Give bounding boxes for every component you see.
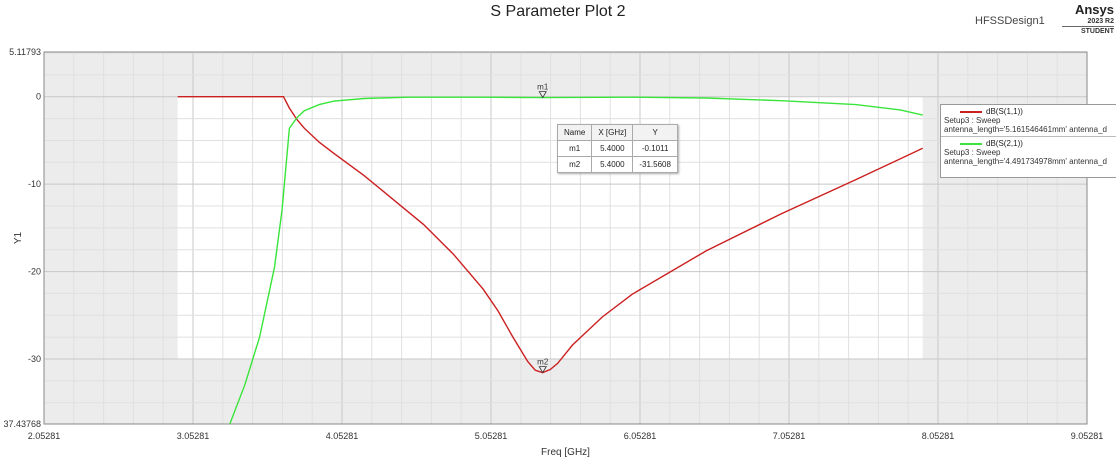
marker-table-header: Name	[556, 124, 593, 141]
marker-name-cell: m1	[556, 140, 593, 157]
marker-table[interactable]: Name X [GHz] Y m1 5.4000 -0.1011 m2 5.40…	[556, 124, 678, 173]
plot-border	[43, 51, 1088, 425]
marker-name-cell: m2	[556, 156, 593, 173]
brand-edition: STUDENT	[1080, 28, 1114, 35]
legend-entry-s21[interactable]: dB(S(2,1)) Setup3 : Sweep antenna_length…	[941, 136, 1116, 168]
brand-version: 2023 R2	[1062, 17, 1114, 27]
legend-params: antenna_length='4.491734978mm' antenna_d	[944, 157, 1107, 166]
legend-setup: Setup3 : Sweep	[944, 116, 1001, 125]
legend-setup: Setup3 : Sweep	[944, 148, 1001, 157]
marker-x-cell: 5.4000	[591, 140, 634, 157]
legend-series-name: dB(S(1,1))	[986, 107, 1023, 116]
marker-y-cell: -31.5608	[632, 156, 678, 173]
y-tick-label: -10	[28, 179, 41, 189]
y-axis-label: Y1	[13, 231, 24, 244]
design-name: HFSSDesign1	[975, 15, 1045, 27]
x-tick-label: 4.05281	[326, 431, 359, 441]
x-tick-label: 7.05281	[773, 431, 806, 441]
marker-m2-symbol	[538, 366, 547, 374]
legend[interactable]: dB(S(1,1)) Setup3 : Sweep antenna_length…	[940, 104, 1116, 178]
x-tick-label: 8.05281	[922, 431, 955, 441]
brand-name: Ansys	[1074, 2, 1114, 17]
x-tick-label: 9.05281	[1071, 431, 1104, 441]
y-tick-label: 37.43768	[3, 419, 41, 429]
legend-swatch-s21	[960, 142, 982, 145]
marker-y-cell: -0.1011	[632, 140, 678, 157]
y-tick-label: -20	[28, 267, 41, 277]
marker-table-row: m1 5.4000 -0.1011	[556, 140, 678, 157]
x-tick-label: 6.05281	[624, 431, 657, 441]
legend-series-name: dB(S(2,1))	[986, 139, 1023, 148]
marker-m2-label: m2	[537, 358, 549, 367]
y-tick-label: 0	[36, 92, 41, 102]
x-tick-label: 5.05281	[475, 431, 508, 441]
marker-m1-symbol	[538, 91, 547, 99]
marker-table-header-row: Name X [GHz] Y	[556, 124, 678, 141]
brand-logo: Ansys 2023 R2 STUDENT	[1062, 3, 1114, 37]
marker-m1-label: m1	[537, 83, 549, 92]
legend-entry-s11[interactable]: dB(S(1,1)) Setup3 : Sweep antenna_length…	[941, 105, 1116, 136]
marker-x-cell: 5.4000	[591, 156, 634, 173]
marker-table-row: m2 5.4000 -31.5608	[556, 156, 678, 173]
series-line-s11	[177, 95, 923, 374]
x-tick-label: 3.05281	[177, 431, 210, 441]
x-tick-label: 2.05281	[28, 431, 61, 441]
marker-table-header: X [GHz]	[591, 124, 634, 141]
legend-params: antenna_length='5.161546461mm' antenna_d	[944, 125, 1107, 134]
x-axis-label: Freq [GHz]	[541, 447, 590, 458]
y-tick-label: 5.11793	[9, 47, 41, 57]
marker-table-header: Y	[632, 124, 678, 141]
legend-swatch-s11	[960, 110, 982, 113]
y-tick-label: -30	[28, 354, 41, 364]
plot-title: S Parameter Plot 2	[490, 3, 626, 20]
series-line-s21	[229, 96, 923, 425]
